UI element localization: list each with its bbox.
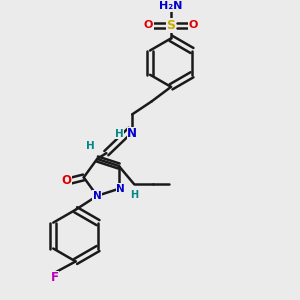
Text: H: H: [115, 129, 124, 139]
Text: N: N: [127, 127, 137, 140]
Text: O: O: [61, 174, 71, 187]
Text: S: S: [167, 19, 176, 32]
Text: F: F: [51, 271, 58, 284]
Text: H₂N: H₂N: [159, 1, 183, 11]
Text: O: O: [189, 20, 198, 31]
Text: H: H: [86, 141, 95, 151]
Text: O: O: [144, 20, 153, 31]
Text: N: N: [93, 191, 101, 201]
Text: N: N: [116, 184, 125, 194]
Text: H: H: [130, 190, 138, 200]
